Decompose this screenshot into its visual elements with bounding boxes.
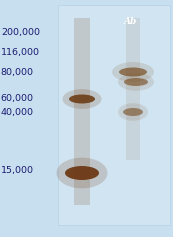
Ellipse shape [65,166,99,180]
Text: 80,000: 80,000 [1,68,34,77]
Ellipse shape [118,73,154,91]
Ellipse shape [124,78,148,86]
FancyBboxPatch shape [74,18,90,205]
Ellipse shape [69,95,95,104]
Ellipse shape [119,68,147,77]
Text: 15,000: 15,000 [1,165,34,174]
FancyBboxPatch shape [58,5,170,225]
Text: 116,000: 116,000 [1,47,40,56]
Text: 40,000: 40,000 [1,108,34,117]
Ellipse shape [62,89,102,109]
Ellipse shape [123,108,143,116]
Ellipse shape [57,158,107,188]
Text: Ab: Ab [123,18,137,27]
Ellipse shape [118,103,148,121]
FancyBboxPatch shape [126,18,140,160]
Ellipse shape [112,62,154,82]
Text: 60,000: 60,000 [1,94,34,102]
Text: 200,000: 200,000 [1,27,40,36]
